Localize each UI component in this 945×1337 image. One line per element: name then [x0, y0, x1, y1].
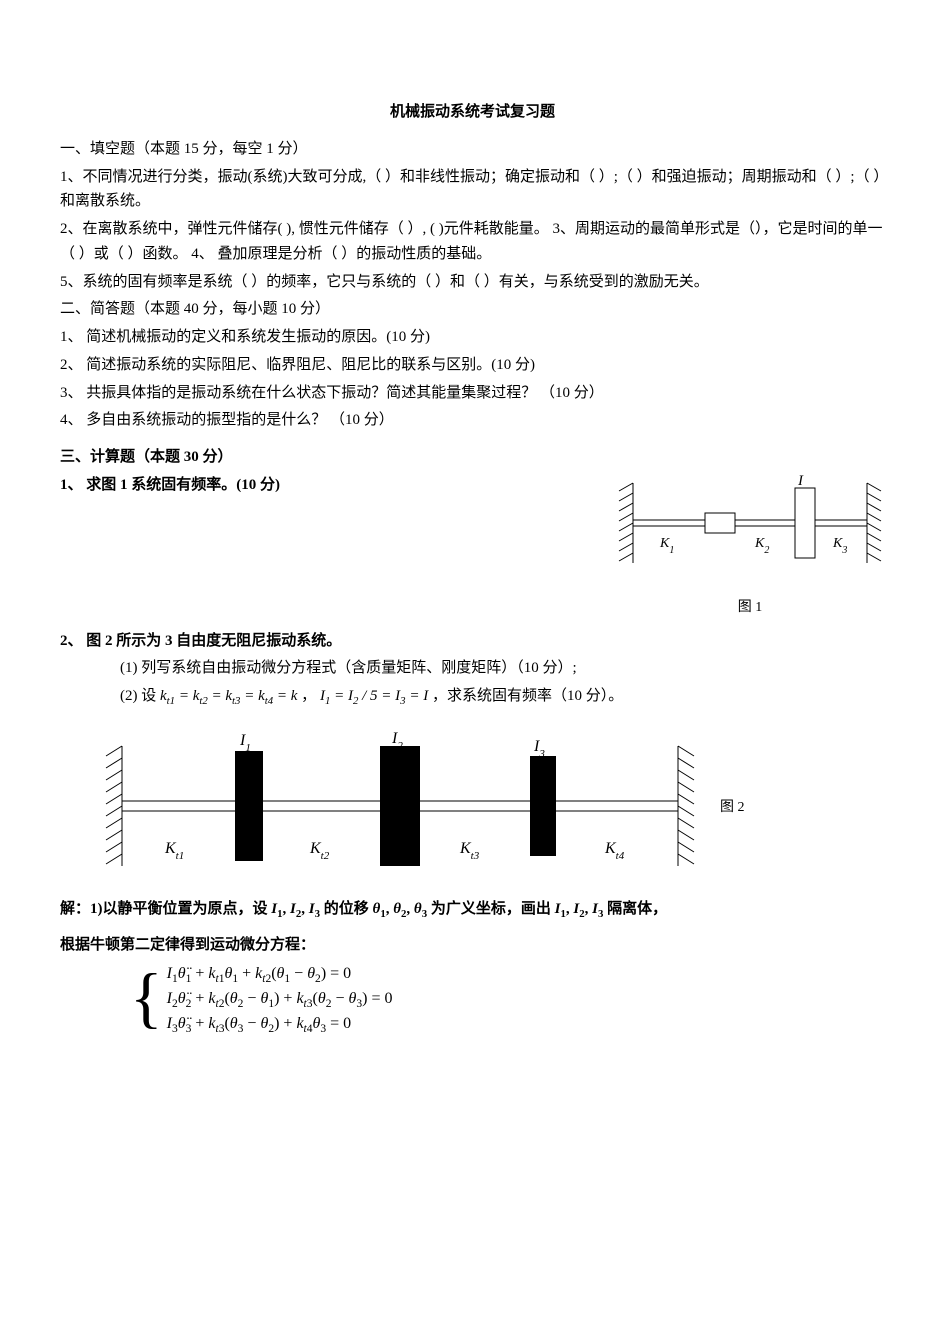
- equations: { I1θ̈1 + kt1θ1 + kt2(θ1 − θ2) = 0 I2θ̈2…: [130, 963, 885, 1037]
- figure-2-row: I1 I2 I3 Kt1 Kt2 Kt3 Kt4 图 2: [100, 731, 885, 881]
- eq3: I3θ̈3 + kt3(θ3 − θ2) + kt4θ3 = 0: [167, 1013, 393, 1038]
- svg-text:Kt2: Kt2: [309, 840, 330, 862]
- figure-2-svg: I1 I2 I3 Kt1 Kt2 Kt3 Kt4: [100, 731, 700, 881]
- q1-row: 1、 求图 1 系统固有频率。(10 分): [60, 473, 885, 619]
- s3-q1: 1、 求图 1 系统固有频率。(10 分): [60, 473, 585, 498]
- svg-text:Kt1: Kt1: [164, 840, 184, 862]
- section3-header: 三、计算题（本题 30 分）: [60, 449, 233, 465]
- s2-q2: 2、 简述振动系统的实际阻尼、临界阻尼、阻尼比的联系与区别。(10 分): [60, 353, 885, 378]
- s3-q2-sub2: (2) 设 kt1 = kt2 = kt3 = kt4 = k ， I1 = I…: [120, 684, 885, 711]
- figure-2-caption: 图 2: [720, 796, 745, 819]
- s2-q3: 3、 共振具体指的是振动系统在什么状态下振动？简述其能量集聚过程？ （10 分）: [60, 381, 885, 406]
- eq2: I2θ̈2 + kt2(θ2 − θ1) + kt3(θ2 − θ3) = 0: [167, 988, 393, 1013]
- page: 机械振动系统考试复习题 一、填空题（本题 15 分，每空 1 分） 1、不同情况…: [0, 0, 945, 1098]
- s3-q2: 2、 图 2 所示为 3 自由度无阻尼振动系统。: [60, 629, 885, 654]
- figure-1-caption: 图 1: [615, 596, 885, 619]
- eq1: I1θ̈1 + kt1θ1 + kt2(θ1 − θ2) = 0: [167, 963, 393, 988]
- svg-text:K2: K2: [754, 536, 769, 556]
- section1-header: 一、填空题（本题 15 分，每空 1 分）: [60, 137, 885, 162]
- s3-q2-sub1: (1) 列写系统自由振动微分方程式（含质量矩阵、刚度矩阵）（10 分）;: [120, 656, 885, 681]
- s1-line1: 1、不同情况进行分类，振动(系统)大致可分成,（ ）和非线性振动；确定振动和（ …: [60, 165, 885, 215]
- svg-text:K1: K1: [659, 536, 674, 556]
- q2s2-cond2: I1 = I2 / 5 = I3 = I: [320, 688, 428, 704]
- svg-text:K3: K3: [832, 536, 847, 556]
- left-brace-icon: {: [130, 963, 163, 1037]
- figure-1: I K1 K2 K3 图 1: [615, 473, 885, 619]
- q2s2-prefix: (2) 设: [120, 688, 156, 704]
- section3: 三、计算题（本题 30 分） 1、 求图 1 系统固有频率。(10 分): [60, 445, 885, 1038]
- figure-1-svg: I K1 K2 K3: [615, 473, 885, 583]
- solution-line2: 根据牛顿第二定律得到运动微分方程：: [60, 933, 885, 958]
- solution-line1: 解：1)以静平衡位置为原点，设 I1, I2, I3 的位移 θ1, θ2, θ…: [60, 897, 885, 924]
- s1-line2: 2、在离散系统中，弹性元件储存( ), 惯性元件储存（ ）, ( )元件耗散能量…: [60, 217, 885, 267]
- svg-text:Kt3: Kt3: [459, 840, 480, 862]
- svg-text:I1: I1: [239, 732, 251, 754]
- s2-q4: 4、 多自由系统振动的振型指的是什么？ （10 分）: [60, 408, 885, 433]
- page-title: 机械振动系统考试复习题: [60, 100, 885, 125]
- s1-line3: 5、系统的固有频率是系统（ ）的频率，它只与系统的（ ）和（ ）有关，与系统受到…: [60, 270, 885, 295]
- svg-text:Kt4: Kt4: [604, 840, 625, 862]
- section2-header: 二、简答题（本题 40 分，每小题 10 分）: [60, 297, 885, 322]
- q2s2-suffix: ，求系统固有频率（10 分）。: [432, 688, 623, 704]
- svg-text:I: I: [797, 473, 804, 489]
- s2-q1: 1、 简述机械振动的定义和系统发生振动的原因。(10 分): [60, 325, 885, 350]
- q2s2-cond1: kt1 = kt2 = kt3 = kt4 = k: [160, 688, 297, 704]
